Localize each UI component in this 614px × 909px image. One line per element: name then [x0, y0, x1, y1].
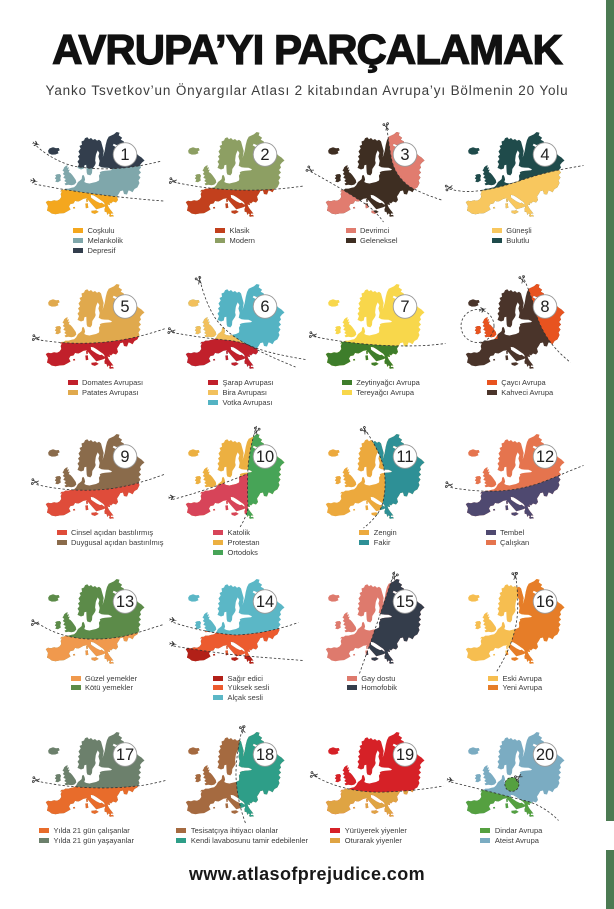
svg-text:10: 10 — [256, 448, 274, 466]
svg-text:1: 1 — [120, 146, 129, 164]
svg-text:15: 15 — [396, 593, 414, 611]
svg-text:4: 4 — [540, 146, 549, 164]
svg-text:13: 13 — [116, 593, 134, 611]
svg-text:8: 8 — [540, 298, 549, 316]
svg-text:14: 14 — [256, 593, 274, 611]
svg-text:20: 20 — [536, 746, 554, 764]
svg-text:17: 17 — [116, 746, 134, 764]
svg-text:18: 18 — [256, 746, 274, 764]
svg-text:7: 7 — [400, 298, 409, 316]
svg-text:16: 16 — [536, 593, 554, 611]
svg-text:12: 12 — [536, 448, 554, 466]
svg-text:2: 2 — [260, 146, 269, 164]
svg-text:11: 11 — [396, 448, 413, 466]
svg-text:6: 6 — [260, 298, 269, 316]
svg-text:3: 3 — [400, 146, 409, 164]
svg-text:19: 19 — [396, 746, 414, 764]
svg-text:5: 5 — [120, 298, 129, 316]
svg-text:9: 9 — [120, 448, 129, 466]
